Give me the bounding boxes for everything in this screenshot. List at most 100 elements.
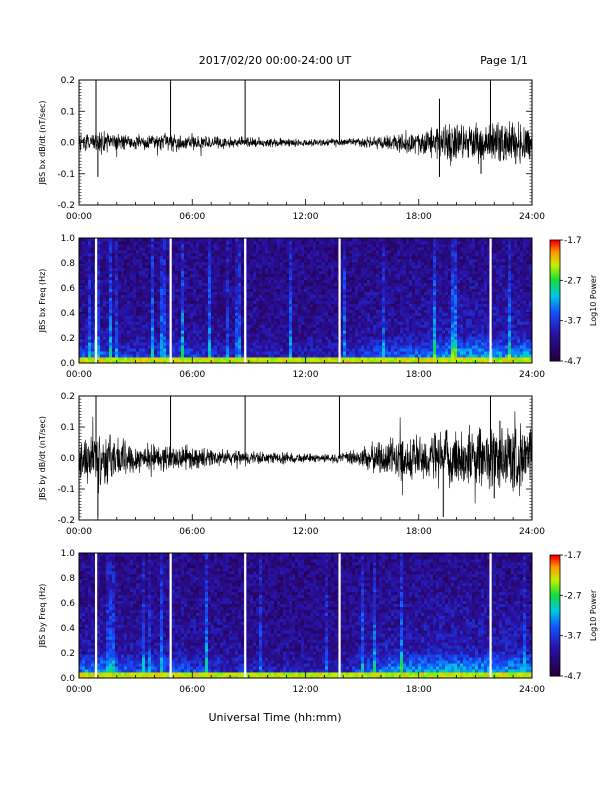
spectrogram-cell <box>409 252 413 257</box>
spectrogram-cell <box>352 333 356 337</box>
spectrogram-cell <box>91 261 95 266</box>
spectrogram-cell <box>421 270 425 275</box>
spectrogram-cell <box>109 339 113 343</box>
spectrogram-cell <box>145 285 149 289</box>
spectrogram-cell <box>154 240 158 245</box>
spectrogram-cell <box>379 249 383 254</box>
spectrogram-cell <box>391 261 395 266</box>
spectrogram-cell <box>316 291 320 295</box>
spectrogram-cell <box>391 318 395 322</box>
spectrogram-cell <box>130 273 134 278</box>
spectrogram-cell <box>289 300 293 304</box>
spectrogram-cell <box>259 318 263 322</box>
spectrogram-cell <box>277 354 281 358</box>
spectrogram-cell <box>130 330 134 334</box>
spectrogram-cell <box>214 276 218 281</box>
spectrogram-cell <box>313 261 317 266</box>
spectrogram-cell <box>325 330 329 334</box>
spectrogram-cell <box>271 312 275 316</box>
spectrogram-cell <box>205 348 209 352</box>
spectrogram-cell <box>199 297 203 301</box>
spectrogram-cell <box>277 261 281 266</box>
spectrogram-cell <box>247 297 251 301</box>
spectrogram-cell <box>214 297 218 301</box>
spectrogram-cell <box>361 249 365 254</box>
spectrogram-cell <box>307 342 311 346</box>
spectrogram-cell <box>172 312 176 316</box>
spectrogram-cell <box>226 336 230 340</box>
spectrogram-cell <box>193 273 197 278</box>
spectrogram-cell <box>163 342 167 346</box>
spectrogram-cell <box>100 291 104 295</box>
spectrogram-cell <box>172 333 176 337</box>
spectrogram-cell <box>202 255 206 260</box>
spectrogram-cell <box>136 255 140 260</box>
spectrogram-cell <box>148 354 152 358</box>
spectrogram-cell <box>295 357 299 361</box>
spectrogram-cell <box>331 348 335 352</box>
spectrogram-cell <box>364 333 368 337</box>
spectrogram-cell <box>208 324 212 328</box>
spectrogram-cell <box>328 324 332 328</box>
spectrogram-cell <box>214 312 218 316</box>
spectrogram-cell <box>352 270 356 275</box>
spectrogram-cell <box>364 270 368 275</box>
spectrogram-cell <box>250 238 254 242</box>
spectrogram-cell <box>253 312 257 316</box>
spectrogram-cell <box>145 339 149 343</box>
spectrogram-cell <box>190 249 194 254</box>
spectrogram-cell <box>364 249 368 254</box>
spectrogram-cell <box>328 243 332 248</box>
spectrogram-cell <box>370 312 374 316</box>
spectrogram-cell <box>145 279 149 284</box>
spectrogram-cell <box>193 327 197 331</box>
spectrogram-cell <box>160 249 164 254</box>
spectrogram-cell <box>118 342 122 346</box>
spectrogram-cell <box>382 264 386 269</box>
spectrogram-cell <box>319 300 323 304</box>
spectrogram-cell <box>109 252 113 257</box>
spectrogram-cell <box>112 261 116 266</box>
spectrogram-cell <box>304 351 308 355</box>
spectrogram-cell <box>124 357 128 361</box>
spectrogram-cell <box>364 312 368 316</box>
spectrogram-cell <box>361 238 365 242</box>
spectrogram-cell <box>163 345 167 349</box>
spectrogram-cell <box>112 252 116 257</box>
spectrogram-cell <box>292 321 296 325</box>
spectrogram-cell <box>331 351 335 355</box>
spectrogram-cell <box>328 339 332 343</box>
spectrogram-cell <box>127 309 131 313</box>
spectrogram-cell <box>403 276 407 281</box>
spectrogram-cell <box>214 240 218 245</box>
spectrogram-cell <box>85 258 89 263</box>
spectrogram-cell <box>313 249 317 254</box>
spectrogram-cell <box>295 252 299 257</box>
spectrogram-cell <box>274 291 278 295</box>
spectrogram-cell <box>379 339 383 343</box>
spectrogram-cell <box>100 324 104 328</box>
spectrogram-cell <box>79 342 83 346</box>
spectrogram-cell <box>103 318 107 322</box>
spectrogram-cell <box>214 357 218 361</box>
spectrogram-cell <box>385 243 389 248</box>
spectrogram-cell <box>253 243 257 248</box>
spectrogram-cell <box>340 303 344 307</box>
spectrogram-cell <box>121 318 125 322</box>
spectrogram-cell <box>355 264 359 269</box>
spectrogram-cell <box>253 309 257 313</box>
spectrogram-cell <box>277 324 281 328</box>
spectrogram-cell <box>328 264 332 269</box>
spectrogram-cell <box>220 285 224 289</box>
spectrogram-cell <box>157 351 161 355</box>
spectrogram-cell <box>409 276 413 281</box>
spectrogram-cell <box>331 270 335 275</box>
spectrogram-cell <box>112 339 116 343</box>
spectrogram-cell <box>397 261 401 266</box>
spectrogram-cell <box>280 255 284 260</box>
spectrogram-cell <box>274 282 278 287</box>
spectrogram-cell <box>103 276 107 281</box>
spectrogram-cell <box>361 318 365 322</box>
spectrogram-cell <box>370 318 374 322</box>
spectrogram-cell <box>388 282 392 287</box>
